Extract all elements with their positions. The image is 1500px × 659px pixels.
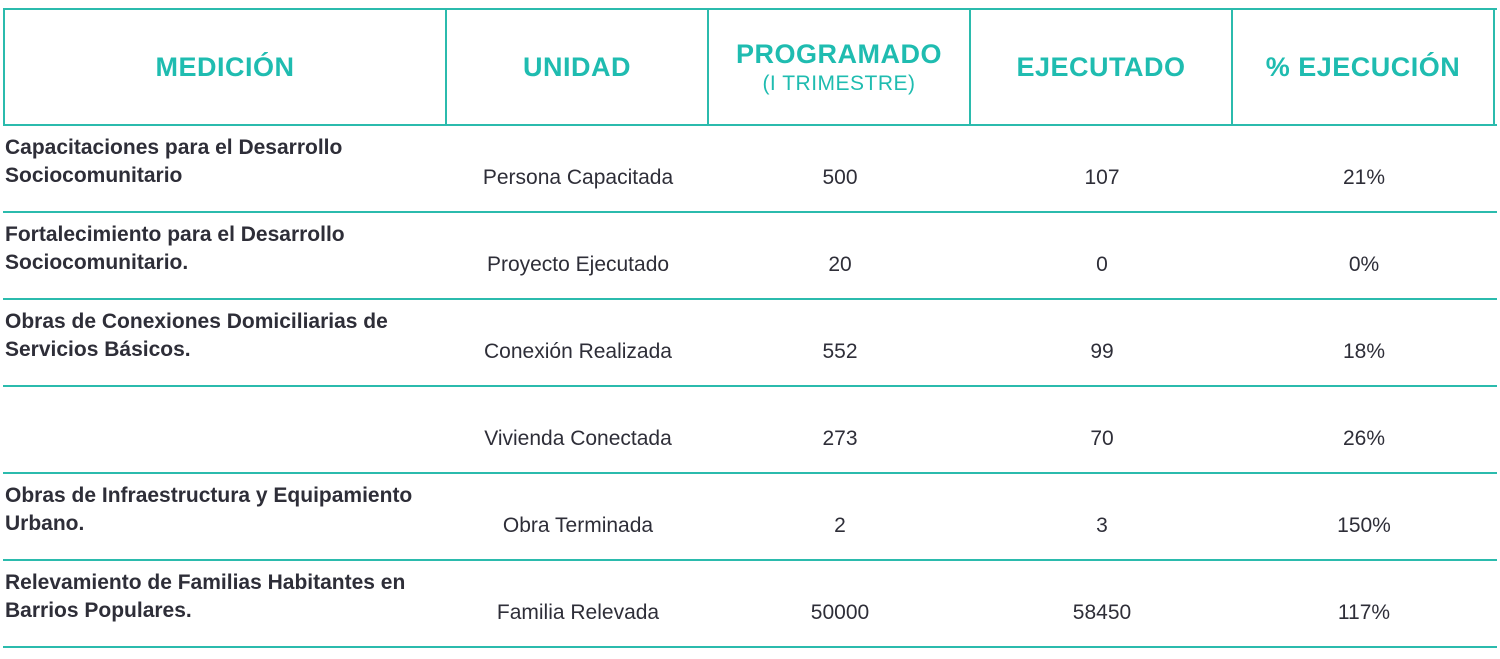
row-ejecucion: 18%: [1342, 339, 1386, 363]
table-row: Obras de Infraestructura y Equipamiento …: [3, 474, 1497, 561]
header-medicion-label: MEDICIÓN: [155, 51, 295, 82]
header-ejecutado-label: EJECUTADO: [1016, 51, 1186, 82]
row-ejecucion: 21%: [1342, 165, 1386, 189]
row-unidad: Familia Relevada: [496, 600, 660, 624]
header-medicion: MEDICIÓN: [5, 10, 447, 124]
row-ejecutado: 58450: [1072, 600, 1132, 624]
row-ejecutado: 70: [1090, 426, 1114, 450]
row-programado: 552: [822, 339, 858, 363]
row-unidad: Vivienda Conectada: [484, 426, 672, 450]
row-unidad: Obra Terminada: [502, 513, 654, 537]
table-row: Fortalecimiento para el Desarrollo Socio…: [3, 213, 1497, 300]
header-ejecucion: % EJECUCIÓN: [1233, 10, 1495, 124]
row-medicion: Obras de Conexiones Domiciliarias de Ser…: [5, 309, 388, 361]
row-ejecucion: 150%: [1337, 513, 1391, 537]
row-programado: 273: [822, 426, 858, 450]
row-programado: 50000: [810, 600, 870, 624]
row-ejecutado: 99: [1090, 339, 1114, 363]
header-ejecutado: EJECUTADO: [971, 10, 1233, 124]
table-header: MEDICIÓN UNIDAD PROGRAMADO (I TRIMESTRE)…: [3, 8, 1497, 126]
header-unidad: UNIDAD: [447, 10, 709, 124]
row-medicion: Capacitaciones para el Desarrollo Socioc…: [5, 135, 343, 187]
table-body: Capacitaciones para el Desarrollo Socioc…: [3, 126, 1497, 648]
row-ejecucion: 26%: [1342, 426, 1386, 450]
row-unidad: Persona Capacitada: [482, 165, 674, 189]
table-row: Vivienda Conectada 273 70 26%: [3, 387, 1497, 474]
row-unidad: Proyecto Ejecutado: [486, 252, 670, 276]
row-ejecutado: 3: [1096, 513, 1108, 537]
header-unidad-label: UNIDAD: [523, 51, 631, 82]
row-programado: 20: [828, 252, 852, 276]
table-row: Obras de Conexiones Domiciliarias de Ser…: [3, 300, 1497, 387]
row-ejecutado: 107: [1084, 165, 1120, 189]
row-medicion: Fortalecimiento para el Desarrollo Socio…: [5, 222, 345, 274]
row-programado: 500: [822, 165, 858, 189]
header-programado-label: PROGRAMADO: [736, 38, 942, 69]
header-programado-sublabel: (I TRIMESTRE): [762, 71, 916, 95]
row-ejecucion: 0%: [1348, 252, 1380, 276]
row-unidad: Conexión Realizada: [484, 339, 672, 363]
row-programado: 2: [834, 513, 846, 537]
row-medicion: Obras de Infraestructura y Equipamiento …: [5, 483, 413, 535]
table-row: Capacitaciones para el Desarrollo Socioc…: [3, 126, 1497, 213]
header-programado: PROGRAMADO (I TRIMESTRE): [709, 10, 971, 124]
row-medicion: Relevamiento de Familias Habitantes en B…: [5, 570, 406, 622]
medicion-table: MEDICIÓN UNIDAD PROGRAMADO (I TRIMESTRE)…: [3, 8, 1497, 648]
row-ejecutado: 0: [1096, 252, 1108, 276]
row-ejecucion: 117%: [1337, 600, 1391, 624]
table-row: Relevamiento de Familias Habitantes en B…: [3, 561, 1497, 648]
header-ejecucion-label: % EJECUCIÓN: [1265, 51, 1461, 82]
